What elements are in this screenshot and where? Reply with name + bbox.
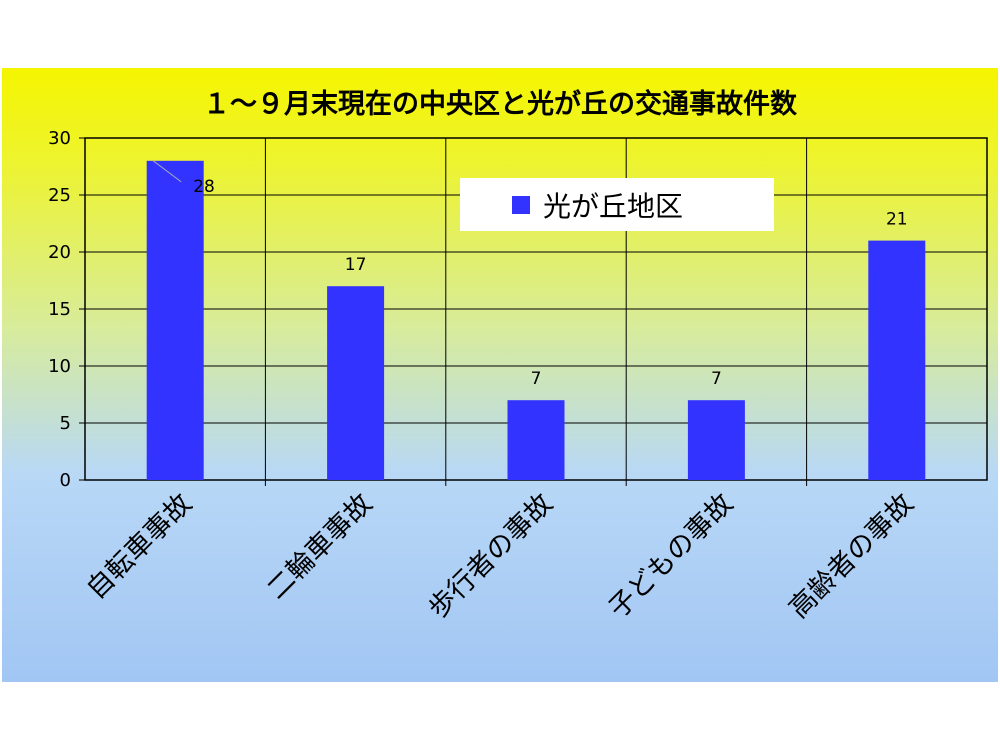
bar xyxy=(868,240,926,480)
y-tick-label: 10 xyxy=(48,356,71,377)
data-label: 7 xyxy=(531,369,542,389)
y-tick-label: 0 xyxy=(60,470,71,491)
chart-panel: １～９月末現在の中央区と光が丘の交通事故件数 0 5 10 15 20 25 30 28 17… xyxy=(2,68,998,682)
x-tick-label: 高齢者の事故 xyxy=(783,488,919,624)
y-tick-label: 25 xyxy=(48,185,71,206)
bar-chart: １～９月末現在の中央区と光が丘の交通事故件数 0 5 10 15 20 25 30 28 17… xyxy=(48,88,988,625)
y-tick-label: 15 xyxy=(48,299,71,320)
data-label: 28 xyxy=(193,177,215,197)
x-axis: 自転車事故 二輪車事故 歩行者の事故 子どもの事故 高齢者の事故 xyxy=(81,488,920,624)
data-labels: 28 17 7 7 21 xyxy=(152,160,908,389)
data-label-leader xyxy=(152,160,182,183)
legend: 光が丘地区 xyxy=(460,178,774,231)
bar xyxy=(507,400,565,480)
x-tick-label: 子どもの事故 xyxy=(603,488,739,624)
x-tick-label: 自転車事故 xyxy=(81,488,198,605)
gridlines xyxy=(85,138,987,486)
bar xyxy=(327,286,385,480)
y-tick-label: 30 xyxy=(48,128,71,149)
legend-swatch xyxy=(512,196,530,214)
bar xyxy=(687,400,745,480)
y-tick-label: 20 xyxy=(48,242,71,263)
data-label: 17 xyxy=(345,255,367,275)
x-tick-label: 二輪車事故 xyxy=(261,488,378,605)
bar xyxy=(146,160,204,481)
chart-title: １～９月末現在の中央区と光が丘の交通事故件数 xyxy=(203,88,798,120)
legend-label: 光が丘地区 xyxy=(543,190,683,223)
x-tick-label: 歩行者の事故 xyxy=(422,488,558,624)
y-tick-label: 5 xyxy=(60,413,71,434)
data-label: 7 xyxy=(711,369,722,389)
y-axis: 0 5 10 15 20 25 30 xyxy=(48,128,85,491)
data-label: 21 xyxy=(886,210,908,230)
bars xyxy=(146,160,926,481)
